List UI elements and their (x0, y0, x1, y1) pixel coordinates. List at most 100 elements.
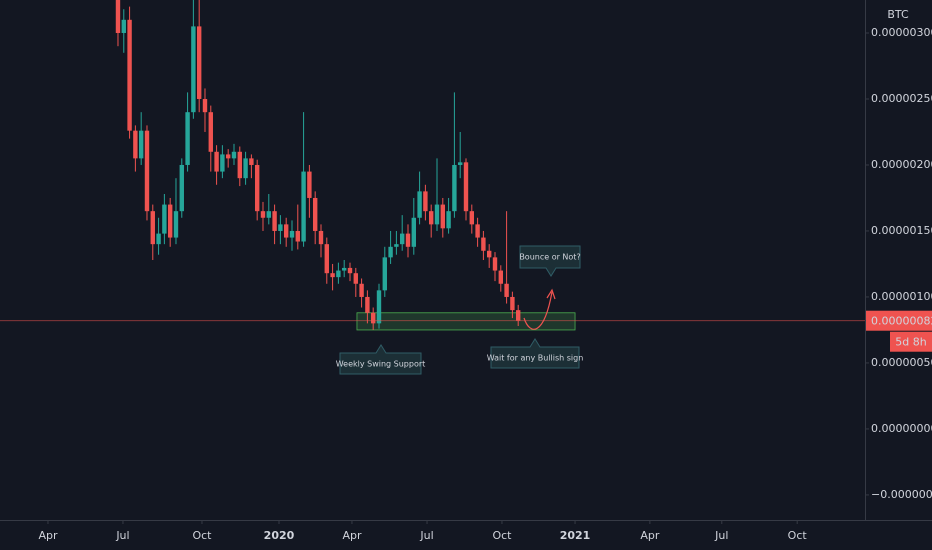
candle-body (301, 171, 306, 242)
candle-body (272, 211, 277, 231)
x-tick-label: Jul (419, 529, 433, 542)
candle-body (515, 310, 521, 321)
callout: Weekly Swing Support (336, 344, 426, 375)
candle-body (417, 191, 422, 218)
candle-body (214, 151, 219, 172)
last-price-label: 0.00000082 (871, 315, 932, 328)
countdown-label: 5d 8h (895, 336, 926, 349)
candle-body (365, 296, 370, 313)
candle-body (220, 154, 225, 172)
candle-body (167, 204, 173, 238)
candle-body (440, 204, 445, 229)
unit-label: BTC (887, 8, 909, 21)
candle-body (324, 244, 329, 274)
candle-body (475, 224, 480, 238)
y-tick-label: 0.00000300 (871, 26, 932, 39)
candle-body (469, 211, 474, 225)
candle-body (179, 164, 184, 212)
candle-body (353, 273, 358, 284)
candle-body (127, 19, 132, 131)
candle-body (330, 273, 335, 278)
candle-body (173, 211, 179, 238)
candle-body (278, 224, 283, 231)
candle-body (208, 112, 213, 152)
candle-body (196, 26, 202, 99)
countdown-box (890, 331, 932, 352)
candle-body (121, 19, 126, 33)
candle-body (243, 158, 248, 179)
annotation: Wait for any Bullish sign (487, 354, 584, 363)
candle-body (498, 270, 503, 284)
candle-body (428, 211, 434, 225)
callout-box (339, 344, 422, 375)
candle-body (162, 204, 167, 234)
candle-body (185, 112, 190, 165)
candle-body (295, 230, 300, 242)
candle-body (312, 197, 318, 231)
annotation: Weekly Swing Support (336, 360, 426, 369)
x-tick-label: Jul (714, 529, 728, 542)
candle-body (231, 151, 237, 159)
y-tick-label: 0.00000250 (871, 92, 932, 105)
candle-body (486, 250, 492, 258)
candle-body (144, 130, 150, 212)
y-tick-label: −0.00000050 (871, 488, 932, 501)
y-tick-label: 0.00000100 (871, 290, 932, 303)
candle-body (382, 257, 387, 291)
candle-body (254, 164, 260, 212)
candle-body (289, 230, 295, 238)
candle-body (399, 233, 405, 245)
candle-body (457, 162, 463, 165)
x-tick-label: 2020 (264, 529, 295, 542)
candle-body (115, 0, 121, 33)
candle-body (237, 151, 242, 179)
arrow-head (546, 288, 556, 300)
x-tick-label: 2021 (560, 529, 591, 542)
candle-body (434, 204, 440, 225)
candle-body (225, 154, 231, 159)
projection-arrow (523, 291, 553, 330)
candle-body (318, 230, 324, 245)
candle-body (307, 171, 312, 198)
x-tick-label: Oct (192, 529, 212, 542)
annotation: Bounce or Not? (519, 253, 580, 262)
candle-body (394, 244, 399, 247)
y-tick-label: 0.00000050 (871, 356, 932, 369)
candle-body (283, 224, 289, 238)
candle-body (191, 26, 196, 113)
candle-body (336, 270, 341, 278)
candle-body (359, 283, 364, 297)
support-zone (356, 312, 576, 331)
x-tick-label: Apr (342, 529, 362, 542)
candle-body (504, 283, 509, 297)
candle-body (133, 130, 138, 159)
callout-box (490, 338, 580, 369)
candle-body (463, 162, 469, 212)
x-tick-label: Apr (38, 529, 58, 542)
callout: Bounce or Not? (519, 245, 581, 277)
candle-body (370, 312, 376, 324)
y-tick-label: 0.00000000 (871, 422, 932, 435)
last-price-box (866, 310, 932, 331)
candle-body (266, 211, 271, 218)
y-tick-label: 0.00000150 (871, 224, 932, 237)
callout-box (519, 245, 581, 277)
candle-body (492, 257, 498, 271)
candle-body (347, 267, 353, 274)
candle-body (202, 98, 208, 113)
candle-body (452, 164, 457, 212)
candle-body (150, 211, 155, 245)
candle-body (446, 211, 451, 229)
x-tick-label: Jul (115, 529, 129, 542)
candle-body (423, 191, 428, 212)
candle-body (388, 246, 393, 258)
candle-body (249, 158, 254, 165)
y-tick-label: 0.00000200 (871, 158, 932, 171)
x-tick-label: Oct (492, 529, 512, 542)
candle-body (481, 237, 486, 251)
candle-body (405, 233, 411, 247)
x-tick-label: Apr (640, 529, 660, 542)
candle-body (138, 130, 144, 159)
